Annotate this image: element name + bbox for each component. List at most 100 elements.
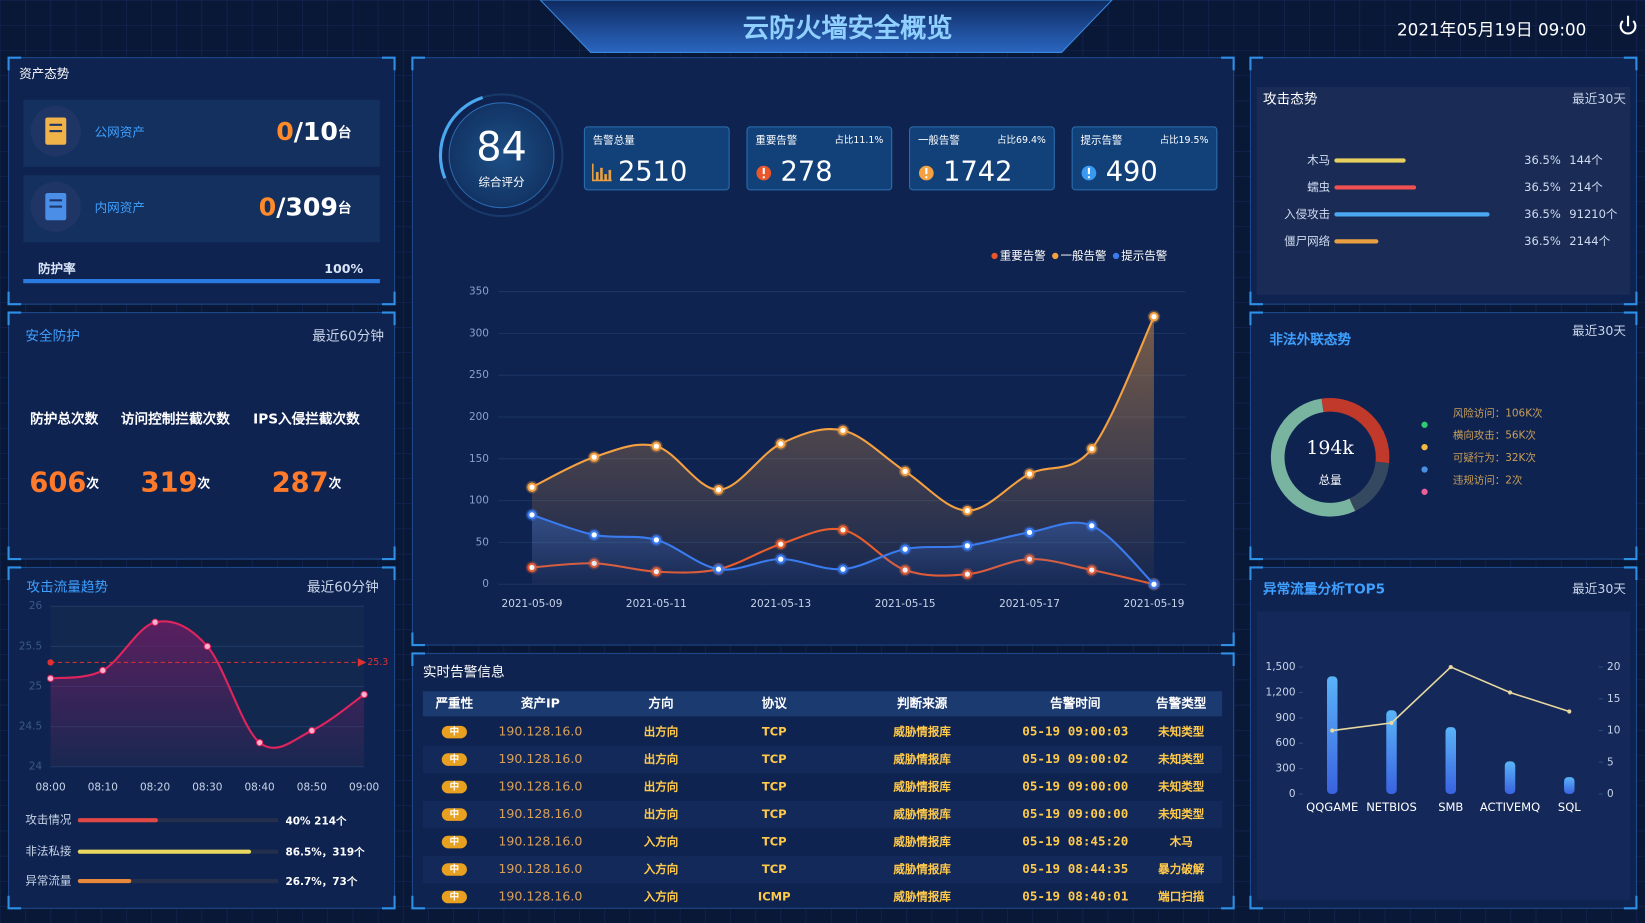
point (1024, 527, 1035, 538)
cell: 未知类型 (1157, 752, 1205, 766)
cell: 190.128.16.0 (498, 779, 582, 794)
panel-corner (1623, 311, 1638, 326)
x-tick-label: SMB (1438, 800, 1463, 814)
stat-value: 606 (29, 467, 86, 498)
point (1149, 311, 1159, 322)
y-tick-label: 50 (476, 536, 489, 548)
stat-value: 319 (141, 467, 198, 498)
legend-label: 重要告警 (1000, 248, 1047, 262)
point (527, 510, 537, 520)
panel-corner (1249, 56, 1264, 71)
cell: 木马 (1169, 835, 1193, 849)
card-title: 一般告警 (918, 134, 960, 147)
panel-corner (411, 632, 425, 647)
panel (8, 312, 396, 560)
severity: 中 (450, 863, 459, 875)
bar-label: 非法私接 (25, 844, 72, 858)
attack-pct: 36.5% (1524, 153, 1561, 167)
card-icon (604, 174, 607, 181)
panel-corner (7, 291, 22, 306)
bar-track (77, 878, 279, 884)
header-banner (539, 0, 1113, 53)
severity: 中 (450, 890, 459, 902)
panel-corner (381, 311, 396, 326)
attack-label: 僵尸网络 (1284, 234, 1331, 248)
cell: 出方向 (644, 725, 679, 739)
panel-corner (411, 895, 425, 910)
alert-card (583, 126, 730, 191)
cell: 威胁情报库 (893, 835, 951, 849)
panel-corner (7, 546, 22, 561)
rate-value: 100% (324, 261, 363, 276)
cell: 未知类型 (1157, 725, 1205, 739)
cell: 威胁情报库 (893, 862, 951, 876)
panel-title: 安全防护 (25, 328, 80, 345)
stat-label: 访问控制拦截次数 (121, 411, 230, 428)
y-tick-label: 150 (469, 453, 489, 465)
panel-corner (381, 895, 396, 910)
bar (77, 818, 158, 823)
panel-corner (7, 566, 22, 581)
column-header: 方向 (648, 695, 673, 710)
point (1389, 720, 1394, 726)
panel-period: 最近60分钟 (307, 578, 379, 595)
panel-title: 非法外联态势 (1269, 331, 1351, 348)
cell: 暴力破解 (1157, 862, 1205, 876)
stat-unit: 次 (198, 475, 211, 490)
point (776, 439, 786, 449)
x-tick-label: 08:10 (88, 782, 118, 794)
point (255, 738, 264, 747)
severity: 中 (450, 781, 459, 793)
card-title: 重要告警 (755, 134, 797, 147)
point (1087, 520, 1097, 531)
y-tick-label: 350 (469, 286, 489, 298)
stat-label: 防护总次数 (30, 411, 98, 428)
point (360, 690, 368, 699)
point (151, 618, 159, 626)
panel-period: 最近30天 (1572, 581, 1626, 596)
attack-count: 214个 (1569, 180, 1603, 194)
attack-label: 入侵攻击 (1284, 207, 1330, 221)
y-tick-label: 25 (29, 680, 42, 692)
attack-bar (1334, 239, 1379, 244)
legend-swatch (1052, 252, 1059, 260)
x-tick-label: 2021-05-19 (1124, 598, 1185, 610)
cell: 190.128.16.0 (498, 861, 582, 876)
asset-count: 0/309台 (259, 193, 352, 222)
cell: 威胁情报库 (893, 807, 951, 821)
asset-label: 公网资产 (95, 125, 145, 140)
x-tick-label: 08:20 (140, 782, 170, 794)
attack-count: 2144个 (1569, 234, 1610, 248)
severity: 中 (450, 808, 459, 820)
bar (1564, 777, 1575, 794)
column-header: 严重性 (434, 695, 473, 710)
x-tick-label: 2021-05-11 (626, 598, 687, 610)
panel-corner (381, 56, 396, 71)
rate-label: 防护率 (38, 261, 76, 276)
y-tick-label: 0 (1289, 788, 1296, 800)
cell: 05-19 09:00:00 (1022, 806, 1128, 821)
card-ratio: 占比11.1% (835, 134, 884, 146)
panel-period: 最近60分钟 (312, 328, 384, 345)
bar-value-label: 40% 214个 (285, 814, 347, 827)
panel-corner (381, 291, 396, 306)
severity-badge (441, 835, 467, 849)
card-icon (1087, 176, 1091, 179)
point (1507, 690, 1513, 695)
attack-pct: 36.5% (1524, 207, 1561, 221)
point (838, 425, 848, 436)
bar-label: 攻击情况 (25, 813, 72, 827)
y-tick-label: 25.5 (19, 640, 42, 652)
card-icon (925, 167, 928, 175)
panel-corner (411, 652, 425, 667)
power-icon[interactable] (1619, 15, 1637, 35)
panel-title: 异常流量分析TOP5 (1263, 580, 1385, 597)
point (651, 535, 662, 545)
cell: 入方向 (644, 835, 679, 849)
asset-total: /309 (276, 193, 338, 222)
card-value: 278 (781, 157, 833, 188)
asset-count: 0/10台 (276, 117, 351, 146)
column-header: 判断来源 (897, 695, 948, 710)
point (962, 541, 973, 551)
